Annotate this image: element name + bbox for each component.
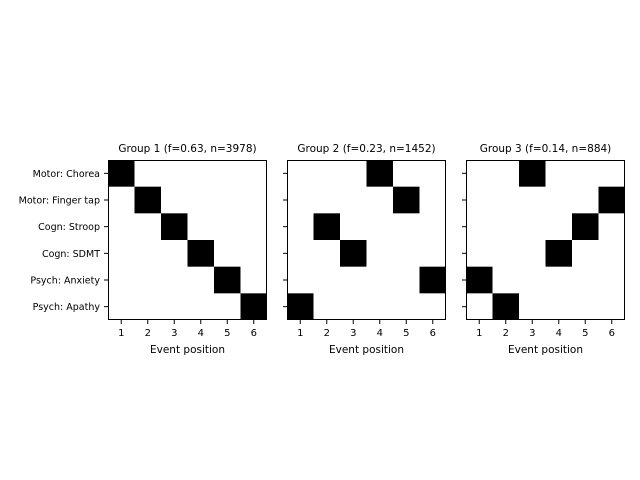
x-tick-label: 2: [324, 328, 330, 339]
heatmap-cell: [598, 186, 625, 214]
x-tick-label: 4: [377, 328, 383, 339]
panel-2: Group 2 (f=0.23, n=1452) 1 2 3 4 5 6 Event posi…: [283, 143, 446, 356]
heatmap-cell: [419, 266, 446, 294]
x-tick-label: 5: [224, 328, 230, 339]
x-tick-label: 6: [251, 328, 257, 339]
y-tick-label: Motor: Chorea: [33, 169, 100, 180]
heatmap-cell: [287, 293, 314, 320]
y-tick-label: Cogn: SDMT: [42, 249, 100, 260]
heatmap-cell: [466, 266, 493, 294]
y-tick-label: Psych: Anxiety: [30, 276, 100, 287]
heatmap-cell: [108, 160, 135, 187]
plot-frame: [287, 160, 446, 320]
heatmap-cell: [340, 240, 367, 267]
x-tick-label: 1: [118, 328, 124, 339]
x-tick-label: 3: [171, 328, 177, 339]
heatmap-cell: [366, 160, 393, 187]
x-axis-label: Event position: [150, 344, 225, 356]
x-tick-label: 3: [350, 328, 356, 339]
x-tick-label: 6: [609, 328, 615, 339]
heatmap-cell: [393, 186, 420, 214]
chart-title: Group 3 (f=0.14, n=884): [480, 143, 612, 155]
panel-1: Group 1 (f=0.63, n=3978) 1 2 3 4 5 6 Event posi…: [19, 143, 267, 356]
panels: Group 1 (f=0.63, n=3978) 1 2 3 4 5 6 Event posi…: [19, 143, 625, 356]
x-tick-label: 5: [582, 328, 588, 339]
y-tick-label: Psych: Apathy: [33, 302, 101, 313]
x-tick-label: 1: [297, 328, 303, 339]
heatmap-cell: [161, 213, 188, 240]
chart-title: Group 2 (f=0.23, n=1452): [297, 143, 435, 155]
x-tick-label: 4: [198, 328, 204, 339]
heatmap-cell: [545, 240, 572, 267]
x-tick-label: 2: [145, 328, 151, 339]
heatmap-cell: [240, 293, 267, 320]
panel-3: Group 3 (f=0.14, n=884) 1 2 3 4 5 6 Event posit…: [462, 143, 625, 356]
x-tick-label: 4: [556, 328, 562, 339]
heatmap-cell: [187, 240, 214, 267]
x-tick-label: 6: [430, 328, 436, 339]
heatmap-cell: [214, 266, 241, 294]
heatmap-cell: [313, 213, 340, 240]
x-axis-label: Event position: [329, 344, 404, 356]
x-tick-label: 2: [503, 328, 509, 339]
y-tick-label: Motor: Finger tap: [19, 196, 100, 207]
plot-frame: [466, 160, 625, 320]
chart-title: Group 1 (f=0.63, n=3978): [118, 143, 256, 155]
x-axis-label: Event position: [508, 344, 583, 356]
x-tick-label: 5: [403, 328, 409, 339]
heatmap-cell: [492, 293, 519, 320]
heatmap-cell: [572, 213, 599, 240]
y-tick-label: Cogn: Stroop: [38, 222, 100, 233]
x-tick-label: 3: [529, 328, 535, 339]
x-tick-label: 1: [476, 328, 482, 339]
heatmap-cell: [519, 160, 546, 187]
heatmap-cell: [134, 186, 161, 214]
plot-frame: [108, 160, 267, 320]
